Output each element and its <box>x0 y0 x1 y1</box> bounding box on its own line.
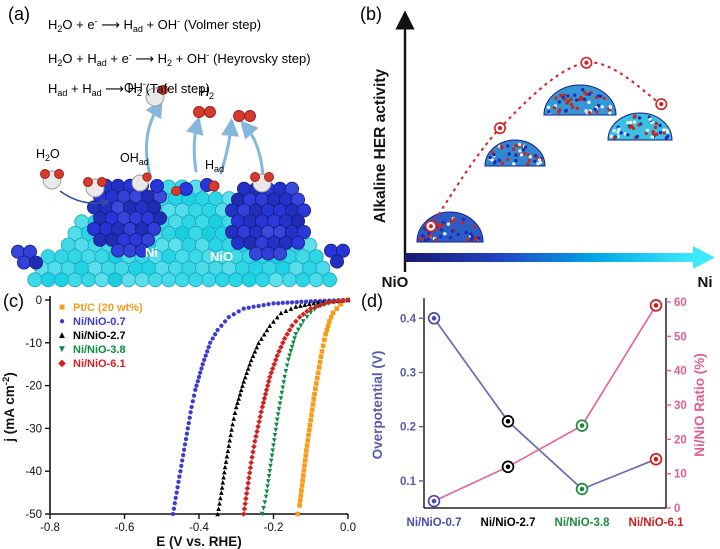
left-tick-label: 0.2 <box>400 422 416 434</box>
category-label: Ni/NiO-0.7 <box>407 517 462 529</box>
legend-label: Pt/C (20 wt%) <box>73 302 143 314</box>
axes: 0.1 0.2 0.3 0.4 0 10 20 30 40 50 60 Ni/NiO-0.7 Ni/Ni… <box>370 297 707 529</box>
triangle-down-marker-icon: ▼ <box>57 344 67 355</box>
label-h2o: H2O <box>36 147 60 163</box>
nanoparticle-domes <box>416 84 673 243</box>
y-axis-label: j (mA cm-2) <box>1 372 17 442</box>
category-label: Ni/NiO-3.8 <box>555 517 611 529</box>
y-tick-label: -20 <box>25 381 42 393</box>
left-series-line <box>433 317 657 490</box>
x-tick-label: -0.6 <box>115 522 135 534</box>
panel-a-label: (a) <box>8 4 30 24</box>
activity-points <box>424 56 668 233</box>
molecules <box>40 85 274 198</box>
category-label: Ni/NiO-6.1 <box>629 517 685 529</box>
series-pt-c-20-wt- <box>295 297 351 517</box>
series-ni-nio-3.8 <box>260 297 351 517</box>
right-tick-label: 20 <box>674 434 687 446</box>
left-tick-label: 0.3 <box>400 367 416 379</box>
category-label: Ni/NiO-2.7 <box>481 517 536 529</box>
volcano-curve <box>430 61 662 227</box>
left-tick-label: 0.1 <box>400 476 417 488</box>
right-series-line <box>433 304 657 502</box>
panel-d-dual-axis-chart: 0.1 0.2 0.3 0.4 0 10 20 30 40 50 60 Ni/NiO-0.7 Ni/Ni… <box>370 297 707 529</box>
right-tick-label: 0 <box>674 503 680 515</box>
label-oh-minus: OH- <box>124 79 146 95</box>
y-tick-label: -10 <box>25 338 42 350</box>
series <box>427 299 663 508</box>
left-tick-label: 0.4 <box>400 313 417 325</box>
left-axis-label: Overpotential (V) <box>370 351 385 460</box>
panel-b-label: (b) <box>360 4 382 24</box>
circle-marker-icon: ● <box>58 316 66 327</box>
equation-line-1: H2O + Had + e- ⟶ H2 + OH- (Heyrovsky ste… <box>48 50 311 68</box>
panel-d-label: (d) <box>361 291 383 311</box>
label-nio: NiO <box>210 249 234 264</box>
series-ni-nio-2.7 <box>215 297 351 517</box>
right-axis-label: Ni/NiO Ratio (%) <box>692 353 707 457</box>
axes: Alkaline HER activity NiO Ni <box>372 10 715 291</box>
legend-item: ◆ Ni/NiO-6.1 <box>56 358 143 370</box>
panel-c-label: (c) <box>3 291 24 311</box>
panel-a-schematic <box>10 85 350 288</box>
x-axis-right-label: Ni <box>698 274 713 291</box>
legend-label: Ni/NiO-0.7 <box>73 316 126 328</box>
y-axis-label: Alkaline HER activity <box>372 69 389 224</box>
panel-b-activity-schematic: Alkaline HER activity NiO Ni <box>372 10 715 291</box>
label-h2: H2 <box>200 85 215 101</box>
y-tick-label: -30 <box>25 423 42 435</box>
desorption-arrows <box>59 99 265 207</box>
label-ni: Ni <box>145 245 158 260</box>
series-ni-nio-6.1 <box>240 297 351 517</box>
right-tick-label: 40 <box>674 366 687 378</box>
legend-item: ● Ni/NiO-0.7 <box>56 316 143 328</box>
x-tick-label: -0.2 <box>264 522 284 534</box>
right-tick-label: 10 <box>674 469 687 481</box>
series <box>170 297 351 517</box>
legend-label: Ni/NiO-6.1 <box>73 358 126 370</box>
right-tick-label: 30 <box>674 400 687 412</box>
legend-label: Ni/NiO-2.7 <box>73 330 126 342</box>
composition-gradient-axis <box>405 253 693 262</box>
legend-item: ▲ Ni/NiO-2.7 <box>56 330 143 342</box>
square-marker-icon: ■ <box>58 302 66 313</box>
x-axis-label: E (V vs. RHE) <box>156 534 242 549</box>
x-tick-label: -0.4 <box>189 522 209 534</box>
x-axis-left-label: NiO <box>382 274 409 291</box>
right-tick-label: 60 <box>674 297 687 309</box>
y-tick-label: -40 <box>25 466 42 478</box>
diamond-marker-icon: ◆ <box>58 358 66 369</box>
panel-c-polarization-chart: -0.8 -0.6 -0.4 -0.2 0.0 0 -10 -20 -30 -40 -50 E (V … <box>1 295 356 549</box>
legend-label: Ni/NiO-3.8 <box>73 344 126 356</box>
right-tick-label: 50 <box>674 331 687 343</box>
legend: ■ Pt/C (20 wt%) ● Ni/NiO-0.7 ▲ Ni/NiO-2.7 ▼ Ni/… <box>56 302 143 370</box>
triangle-up-marker-icon: ▲ <box>57 330 67 341</box>
legend-item: ▼ Ni/NiO-3.8 <box>56 344 143 356</box>
legend-item: ■ Pt/C (20 wt%) <box>56 302 143 314</box>
equation-line-0: H2O + e- ⟶ Had + OH- (Volmer step) <box>48 16 262 34</box>
reaction-equations: H2O + e- ⟶ Had + OH- (Volmer step) H2O + … <box>48 8 311 106</box>
label-oh-ad: OHad <box>120 151 149 167</box>
x-tick-label: 0.0 <box>340 522 356 534</box>
x-tick-label: -0.8 <box>40 522 60 534</box>
y-tick-label: 0 <box>36 295 42 307</box>
equation-line-2: Had + Had ⟶ H2 (Tafel step) <box>48 81 210 98</box>
label-h-ad: Had <box>205 158 225 174</box>
axes: -0.8 -0.6 -0.4 -0.2 0.0 0 -10 -20 -30 -40 -50 E (V … <box>1 295 356 549</box>
y-tick-label: -50 <box>25 509 42 521</box>
